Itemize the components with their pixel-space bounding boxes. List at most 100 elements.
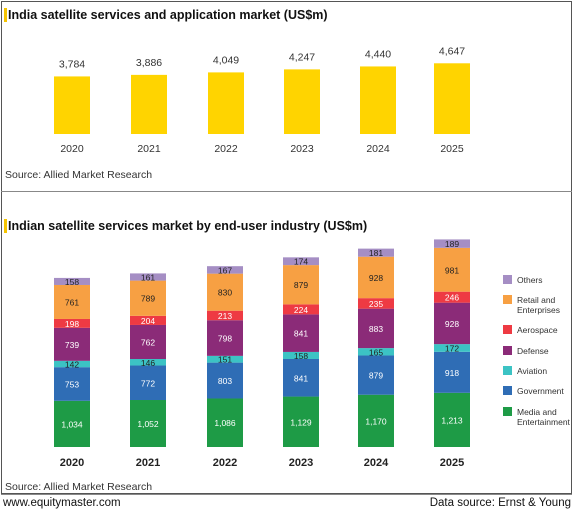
segment-value-label: 1,213 (441, 415, 463, 425)
legend-label: Others (517, 275, 543, 285)
segment-value-label: 224 (294, 305, 308, 315)
segment-value-label: 879 (294, 280, 308, 290)
segment-value-label: 174 (294, 257, 308, 267)
bar-2023 (284, 69, 320, 134)
segment-value-label: 172 (445, 343, 459, 353)
chart1-source: Source: Allied Market Research (5, 169, 153, 181)
segment-value-label: 1,034 (61, 419, 83, 429)
segment-value-label: 158 (294, 351, 308, 361)
x-tick-label: 2020 (60, 457, 84, 469)
segment-value-label: 928 (369, 273, 383, 283)
segment-government (283, 359, 319, 397)
segment-value-label: 803 (218, 376, 232, 386)
segment-aerospace (283, 304, 319, 315)
x-tick-label: 2020 (60, 143, 84, 155)
segment-government (130, 365, 166, 401)
segment-others (358, 248, 394, 257)
chart1-title: India satellite services and application… (8, 8, 328, 22)
segment-retail-and-enterprises (207, 273, 243, 311)
section-divider (1, 191, 572, 192)
segment-media-and-entertainment (130, 400, 166, 447)
legend-swatch (503, 366, 512, 375)
legend-label: Entertainment (517, 417, 571, 427)
bar-2024 (360, 66, 396, 134)
legend-swatch (503, 407, 512, 416)
segment-aviation (54, 360, 90, 368)
bar-value-label: 3,886 (136, 57, 162, 69)
segment-defense (358, 308, 394, 349)
segment-value-label: 1,170 (365, 416, 387, 426)
segment-defense (283, 314, 319, 352)
segment-value-label: 1,129 (290, 417, 312, 427)
segment-value-label: 798 (218, 334, 232, 344)
title-accent-bar (4, 8, 7, 22)
segment-value-label: 739 (65, 340, 79, 350)
legend-label: Aerospace (517, 325, 558, 335)
segment-value-label: 142 (65, 360, 79, 370)
segment-value-label: 235 (369, 299, 383, 309)
segment-value-label: 772 (141, 378, 155, 388)
segment-retail-and-enterprises (54, 284, 90, 319)
segment-aviation (358, 348, 394, 356)
x-tick-label: 2022 (214, 143, 238, 155)
chart1-svg: 3,784 2020 3,886 2021 4,049 2022 4,247 2023 4,44… (54, 45, 470, 155)
segment-others (283, 257, 319, 266)
segment-aerospace (434, 291, 470, 303)
bar-value-label: 4,049 (213, 54, 239, 66)
footer-data-source: Data source: Ernst & Young (429, 497, 571, 509)
x-tick-label: 2023 (289, 457, 313, 469)
segment-media-and-entertainment (358, 394, 394, 447)
segment-aviation (207, 355, 243, 363)
segment-retail-and-enterprises (358, 256, 394, 299)
segment-retail-and-enterprises (283, 265, 319, 305)
bar-value-label: 4,647 (439, 45, 465, 57)
x-tick-label: 2024 (364, 457, 389, 469)
segment-aerospace (54, 318, 90, 328)
segment-media-and-entertainment (54, 400, 90, 447)
legend-swatch (503, 325, 512, 334)
segment-value-label: 151 (218, 355, 232, 365)
segment-value-label: 146 (141, 358, 155, 368)
segment-aviation (434, 344, 470, 352)
footer-divider (1, 494, 572, 495)
legend-swatch (503, 386, 512, 395)
segment-media-and-entertainment (207, 398, 243, 447)
segment-aerospace (358, 298, 394, 309)
bar-2020 (54, 76, 90, 134)
segment-defense (130, 324, 166, 360)
x-tick-label: 2025 (440, 143, 464, 155)
segment-government (207, 362, 243, 399)
legend-swatch (503, 346, 512, 355)
bar-2021 (131, 74, 167, 134)
segment-value-label: 789 (141, 294, 155, 304)
segment-value-label: 167 (218, 265, 232, 275)
segment-aerospace (130, 315, 166, 325)
bar-value-label: 4,247 (289, 51, 315, 63)
segment-value-label: 213 (218, 311, 232, 321)
legend-label: Defense (517, 346, 549, 356)
bar-value-label: 4,440 (365, 48, 391, 60)
segment-others (207, 266, 243, 274)
segment-value-label: 879 (369, 371, 383, 381)
segment-value-label: 198 (65, 319, 79, 329)
figure-frame (1, 1, 572, 494)
legend-swatch (503, 275, 512, 284)
x-tick-label: 2023 (290, 143, 314, 155)
segment-aviation (130, 359, 166, 366)
x-tick-label: 2025 (440, 457, 464, 469)
legend-label: Government (517, 386, 564, 396)
segment-government (434, 351, 470, 393)
title-accent-bar (4, 219, 7, 233)
segment-others (434, 239, 470, 248)
x-tick-label: 2021 (137, 143, 161, 155)
legend-label: Enterprises (517, 305, 560, 315)
segment-defense (207, 320, 243, 356)
segment-value-label: 1,052 (137, 419, 159, 429)
segment-media-and-entertainment (434, 392, 470, 447)
segment-value-label: 204 (141, 316, 155, 326)
segment-value-label: 246 (445, 293, 459, 303)
segment-value-label: 1,086 (214, 418, 236, 428)
segment-media-and-entertainment (283, 396, 319, 447)
segment-value-label: 762 (141, 337, 155, 347)
segment-value-label: 830 (218, 288, 232, 298)
